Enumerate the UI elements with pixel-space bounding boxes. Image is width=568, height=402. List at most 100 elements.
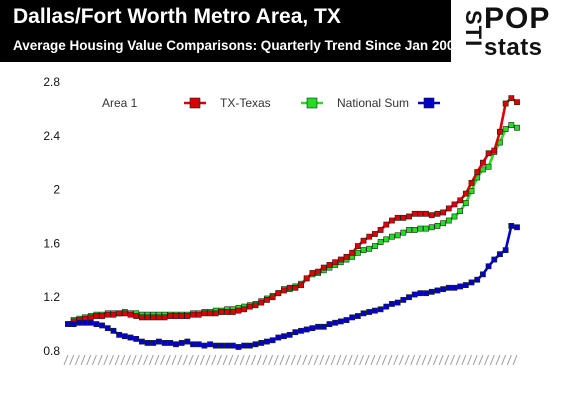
x-tick-label bbox=[330, 354, 336, 366]
x-tick-label bbox=[109, 354, 114, 366]
logo-stats-text: stats bbox=[484, 34, 543, 61]
legend-swatch-marker bbox=[306, 97, 318, 109]
data-point bbox=[121, 333, 128, 340]
data-point bbox=[485, 150, 492, 157]
x-tick-label bbox=[324, 354, 330, 366]
x-tick-label bbox=[228, 354, 234, 366]
data-point bbox=[275, 290, 282, 297]
x-tick-label bbox=[63, 354, 69, 366]
data-point bbox=[389, 233, 395, 240]
data-point bbox=[235, 344, 242, 350]
x-tick-label bbox=[148, 354, 154, 366]
data-point bbox=[343, 253, 350, 260]
y-tick-label: 1.2 bbox=[43, 290, 60, 304]
data-point bbox=[400, 229, 407, 236]
data-point bbox=[144, 340, 151, 346]
data-point bbox=[445, 284, 452, 291]
data-point bbox=[99, 322, 106, 329]
data-point bbox=[360, 247, 367, 254]
data-point bbox=[377, 239, 384, 245]
legend-label: TX-Texas bbox=[220, 96, 271, 110]
x-tick-label bbox=[387, 354, 393, 366]
x-tick-label bbox=[114, 354, 120, 366]
data-point bbox=[82, 319, 88, 326]
data-point bbox=[337, 318, 344, 325]
x-tick-label bbox=[80, 354, 86, 366]
data-point bbox=[303, 326, 310, 333]
legend-label: National Sum bbox=[337, 96, 409, 110]
chart-title: Dallas/Fort Worth Metro Area, TX bbox=[13, 5, 341, 28]
data-point bbox=[372, 231, 378, 237]
x-tick-label bbox=[268, 354, 274, 366]
data-point bbox=[354, 313, 361, 319]
stipopstats-logo: STI POP stats bbox=[454, 2, 566, 62]
x-tick-label bbox=[415, 354, 421, 366]
x-tick-label bbox=[467, 354, 472, 366]
data-point bbox=[502, 100, 509, 107]
data-point bbox=[65, 321, 71, 327]
x-tick-label bbox=[194, 354, 200, 366]
x-tick-label bbox=[404, 354, 410, 366]
x-tick-label bbox=[211, 354, 217, 366]
x-tick-label bbox=[342, 354, 347, 366]
data-point bbox=[258, 340, 265, 346]
x-tick-label bbox=[438, 354, 444, 366]
data-point bbox=[389, 217, 395, 224]
x-tick-label bbox=[370, 354, 376, 366]
x-tick-label bbox=[143, 354, 149, 366]
x-tick-label bbox=[512, 354, 518, 366]
x-tick-label bbox=[137, 354, 143, 366]
legend-swatch-marker bbox=[189, 97, 201, 109]
data-point bbox=[474, 276, 481, 283]
data-point bbox=[292, 329, 299, 336]
x-tick-label bbox=[353, 354, 359, 366]
data-point bbox=[372, 307, 378, 314]
data-point bbox=[377, 306, 384, 313]
data-point bbox=[116, 331, 123, 338]
data-point bbox=[167, 340, 174, 346]
logo-pop-text: POP bbox=[484, 2, 551, 35]
data-point bbox=[491, 256, 498, 263]
x-tick-label bbox=[302, 354, 308, 366]
data-point bbox=[326, 321, 333, 327]
x-tick-label bbox=[444, 354, 450, 366]
data-point bbox=[286, 284, 293, 291]
data-point bbox=[508, 122, 515, 128]
data-point bbox=[133, 335, 140, 342]
data-point bbox=[474, 169, 481, 176]
data-point bbox=[281, 287, 287, 294]
data-point bbox=[377, 227, 384, 233]
data-point bbox=[326, 262, 333, 268]
x-tick-label bbox=[251, 354, 257, 366]
x-tick-label bbox=[262, 354, 268, 366]
x-tick-label bbox=[461, 354, 467, 366]
data-point bbox=[411, 291, 418, 298]
x-tick-label bbox=[103, 354, 109, 366]
x-tick-label bbox=[506, 354, 512, 366]
data-point bbox=[514, 224, 520, 231]
x-tick-label bbox=[427, 354, 433, 366]
data-point bbox=[127, 311, 134, 318]
x-tick-label bbox=[245, 354, 251, 366]
data-point bbox=[224, 309, 231, 315]
data-point bbox=[138, 314, 145, 321]
data-point bbox=[417, 290, 424, 297]
data-point bbox=[150, 340, 157, 346]
x-tick-label bbox=[319, 354, 325, 366]
data-point bbox=[514, 99, 520, 106]
data-point bbox=[394, 232, 401, 239]
data-point bbox=[445, 205, 452, 212]
data-point bbox=[485, 163, 492, 170]
data-point bbox=[315, 268, 321, 275]
data-point bbox=[121, 310, 128, 317]
data-point bbox=[417, 210, 424, 217]
data-point bbox=[167, 313, 174, 319]
data-point bbox=[366, 245, 373, 252]
data-point bbox=[394, 214, 401, 221]
x-tick-label bbox=[489, 354, 495, 366]
x-tick-label bbox=[160, 354, 166, 366]
data-point bbox=[479, 159, 486, 166]
x-tick-label bbox=[69, 354, 75, 366]
data-point bbox=[178, 340, 185, 346]
data-point bbox=[434, 223, 441, 229]
